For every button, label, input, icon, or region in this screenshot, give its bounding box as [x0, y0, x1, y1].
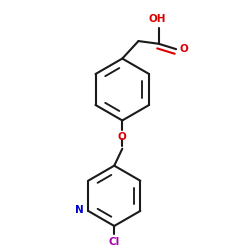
- Text: O: O: [118, 132, 127, 142]
- Text: Cl: Cl: [108, 237, 120, 247]
- Text: O: O: [179, 44, 188, 54]
- Text: OH: OH: [148, 14, 166, 24]
- Text: N: N: [74, 205, 83, 215]
